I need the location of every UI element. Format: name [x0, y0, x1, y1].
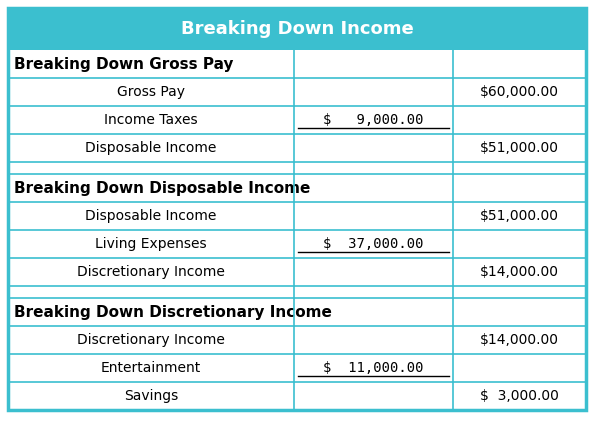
- Bar: [8, 134, 586, 162]
- Text: Discretionary Income: Discretionary Income: [77, 265, 225, 279]
- Text: Income Taxes: Income Taxes: [104, 113, 198, 127]
- Bar: [8, 326, 586, 354]
- Text: $60,000.00: $60,000.00: [480, 85, 559, 99]
- Bar: [8, 8, 586, 50]
- Text: $14,000.00: $14,000.00: [480, 333, 559, 347]
- Text: Breaking Down Gross Pay: Breaking Down Gross Pay: [14, 56, 233, 72]
- Text: Discretionary Income: Discretionary Income: [77, 333, 225, 347]
- Text: Living Expenses: Living Expenses: [95, 237, 207, 251]
- Text: Breaking Down Discretionary Income: Breaking Down Discretionary Income: [14, 305, 332, 319]
- Bar: [8, 162, 586, 174]
- Bar: [8, 298, 586, 326]
- Bar: [8, 230, 586, 258]
- Text: $  3,000.00: $ 3,000.00: [480, 389, 559, 403]
- Bar: [8, 286, 586, 298]
- Text: $   9,000.00: $ 9,000.00: [323, 113, 424, 127]
- Bar: [8, 50, 586, 78]
- Text: Breaking Down Disposable Income: Breaking Down Disposable Income: [14, 180, 311, 195]
- Bar: [8, 354, 586, 382]
- Text: $  37,000.00: $ 37,000.00: [323, 237, 424, 251]
- Text: Savings: Savings: [124, 389, 178, 403]
- Text: $14,000.00: $14,000.00: [480, 265, 559, 279]
- Bar: [8, 382, 586, 410]
- Text: $51,000.00: $51,000.00: [480, 141, 559, 155]
- Bar: [8, 258, 586, 286]
- Text: Gross Pay: Gross Pay: [117, 85, 185, 99]
- Text: Entertainment: Entertainment: [101, 361, 201, 375]
- Text: Breaking Down Income: Breaking Down Income: [181, 20, 413, 38]
- Bar: [8, 78, 586, 106]
- Bar: [8, 106, 586, 134]
- Text: Disposable Income: Disposable Income: [86, 141, 217, 155]
- Bar: [8, 202, 586, 230]
- Bar: [8, 174, 586, 202]
- Text: $51,000.00: $51,000.00: [480, 209, 559, 223]
- Text: Disposable Income: Disposable Income: [86, 209, 217, 223]
- Text: $  11,000.00: $ 11,000.00: [323, 361, 424, 375]
